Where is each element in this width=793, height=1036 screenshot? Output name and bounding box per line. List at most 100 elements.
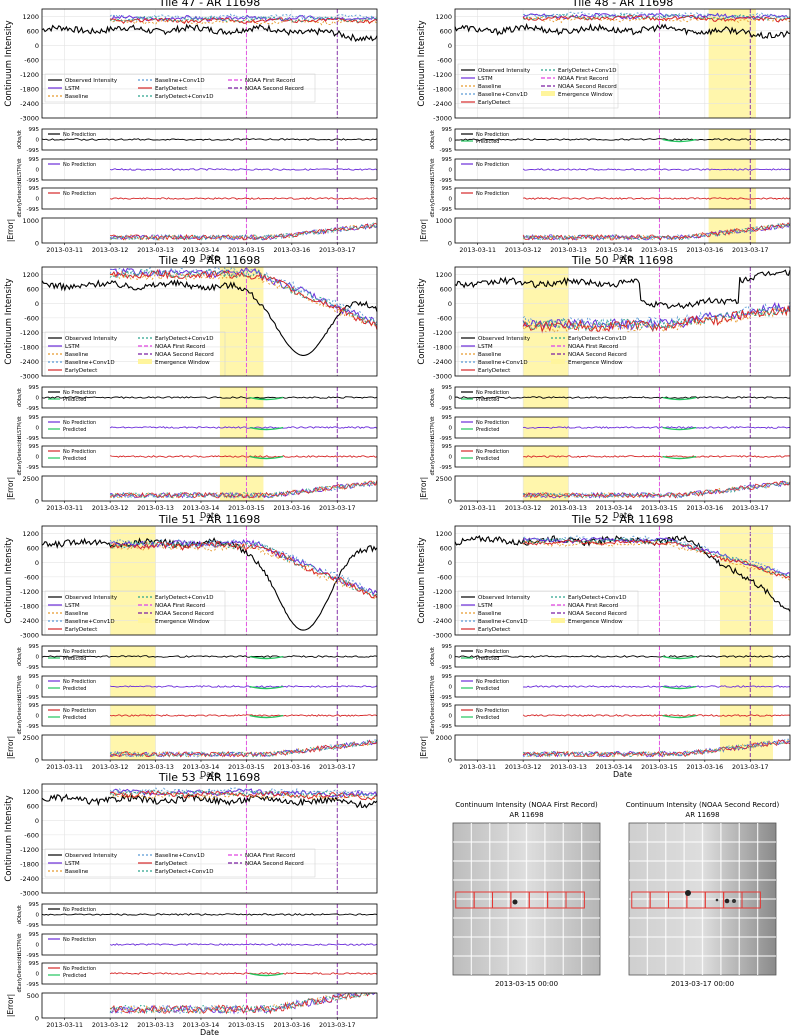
- series-earlydetect-conv1d: [109, 15, 378, 23]
- x-tick-label: 2013-03-12: [505, 505, 542, 512]
- y-tick-label: -995: [27, 953, 40, 959]
- legend-label: No Prediction: [63, 132, 96, 138]
- image-subtitle: AR 11698: [509, 811, 543, 819]
- legend-label: EarlyDetect+Conv1D: [568, 336, 627, 342]
- legend-label: Baseline: [478, 611, 502, 617]
- legend-label: No Prediction: [63, 708, 96, 714]
- derivative-axes: [454, 675, 791, 698]
- legend-label: Emergence Window: [155, 360, 210, 366]
- x-tick-label: 2013-03-15: [641, 247, 678, 254]
- y-tick-label: 600: [440, 27, 452, 35]
- series-baseline: [109, 18, 378, 26]
- y-tick-label: 0: [449, 168, 453, 174]
- y-tick-label: 0: [35, 240, 39, 248]
- x-tick-label: 2013-03-16: [687, 764, 724, 771]
- y-tick-label: -1200: [20, 71, 39, 79]
- y-tick-label: -1200: [433, 588, 452, 596]
- derivative-series: [109, 426, 378, 429]
- x-tick-label: 2013-03-13: [137, 1022, 174, 1029]
- y-tick-label: 0: [36, 972, 40, 978]
- legend-label: No Prediction: [63, 390, 96, 396]
- error-series: [109, 740, 378, 758]
- derivative-ylabel: dObs/dt: [17, 388, 23, 407]
- y-tick-label: -995: [440, 665, 453, 671]
- x-tick-label: 2013-03-17: [319, 764, 356, 771]
- series-earlydetect: [522, 539, 791, 579]
- derivative-series: [522, 714, 791, 717]
- x-tick-label: 2013-03-13: [550, 764, 587, 771]
- legend-label: EarlyDetect: [155, 86, 188, 92]
- y-tick-label: 995: [29, 157, 40, 163]
- derivative-predicted: [662, 714, 697, 719]
- derivative-series: [523, 455, 791, 458]
- image-timestamp: 2013-03-15 00:00: [495, 980, 558, 988]
- legend-label: No Prediction: [63, 907, 96, 913]
- derivative-series: [109, 685, 378, 688]
- series-observed: [41, 537, 378, 631]
- x-axis-label: Date: [200, 770, 219, 779]
- error-ylabel: |Error|: [419, 219, 428, 242]
- legend-label: Observed Intensity: [478, 595, 531, 601]
- derivative-ylabel: dEarlyDetect/dt: [17, 697, 23, 735]
- derivative-axes: [454, 128, 791, 151]
- derivative-axes: [454, 645, 791, 668]
- error-axes: [454, 475, 791, 502]
- x-tick-label: 2013-03-14: [596, 764, 633, 771]
- chart-title: Tile 53 - AR 11698: [158, 771, 260, 784]
- derivative-ylabel: dEarlyDetect/dt: [17, 955, 23, 993]
- sunspot: [512, 899, 518, 905]
- y-tick-label: 0: [448, 300, 452, 308]
- x-tick-label: 2013-03-17: [732, 505, 769, 512]
- emergence-window: [719, 646, 773, 667]
- x-tick-label: 2013-03-11: [459, 247, 496, 254]
- x-tick-label: 2013-03-17: [732, 247, 769, 254]
- derivative-axes: [41, 416, 378, 439]
- y-tick-label: 1200: [22, 271, 39, 279]
- y-tick-label: 0: [448, 42, 452, 50]
- y-tick-label: -1800: [433, 85, 452, 93]
- y-tick-label: -995: [27, 406, 40, 412]
- error-ylabel: |Error|: [6, 994, 15, 1017]
- y-tick-label: -1200: [20, 846, 39, 854]
- y-tick-label: -995: [27, 207, 40, 213]
- legend-label: EarlyDetect+Conv1D: [155, 869, 214, 875]
- legend-label: No Prediction: [63, 679, 96, 685]
- series-baseline: [522, 16, 791, 24]
- derivative-series: [109, 197, 378, 200]
- x-tick-label: 2013-03-15: [228, 505, 265, 512]
- x-tick-label: 2013-03-12: [505, 247, 542, 254]
- y-tick-label: 0: [36, 913, 40, 919]
- legend-label: NOAA Second Record: [155, 611, 214, 617]
- legend-label: Baseline+Conv1D: [65, 619, 115, 625]
- x-tick-label: 2013-03-16: [274, 764, 311, 771]
- derivative-series: [41, 655, 378, 658]
- error-axes: [41, 217, 378, 244]
- derivative-axes: [454, 187, 791, 210]
- x-tick-label: 2013-03-14: [183, 1022, 220, 1029]
- legend-label: Emergence Window: [558, 92, 613, 98]
- y-tick-label: -995: [440, 436, 453, 442]
- legend-label: LSTM: [65, 861, 80, 867]
- y-tick-label: -3000: [433, 632, 452, 640]
- legend-box: [457, 63, 619, 109]
- legend-label: LSTM: [65, 344, 80, 350]
- y-tick-label: -995: [27, 923, 40, 929]
- derivative-axes: [454, 704, 791, 727]
- y-tick-label: -3000: [433, 373, 452, 381]
- y-tick-label: -995: [27, 178, 40, 184]
- legend-label: Baseline: [65, 869, 89, 875]
- tile-panel-51: Tile 51 - AR 11698 1200 600 0 -600 -1200 -1800…: [4, 513, 378, 779]
- legend-label: Emergence Window: [568, 619, 623, 625]
- legend-label: No Prediction: [63, 649, 96, 655]
- derivative-ylabel: dEarlyDetect/dt: [17, 438, 23, 476]
- x-axis-label: Date: [613, 511, 632, 520]
- series-earlydetect: [110, 789, 378, 801]
- legend-label: No Prediction: [63, 191, 96, 197]
- y-tick-label: -1200: [433, 71, 452, 79]
- derivative-series: [109, 943, 378, 946]
- y-tick-label: 0: [449, 655, 453, 661]
- y-tick-label: 1200: [22, 530, 39, 538]
- y-tick-label: -995: [440, 406, 453, 412]
- series-observed: [41, 793, 378, 809]
